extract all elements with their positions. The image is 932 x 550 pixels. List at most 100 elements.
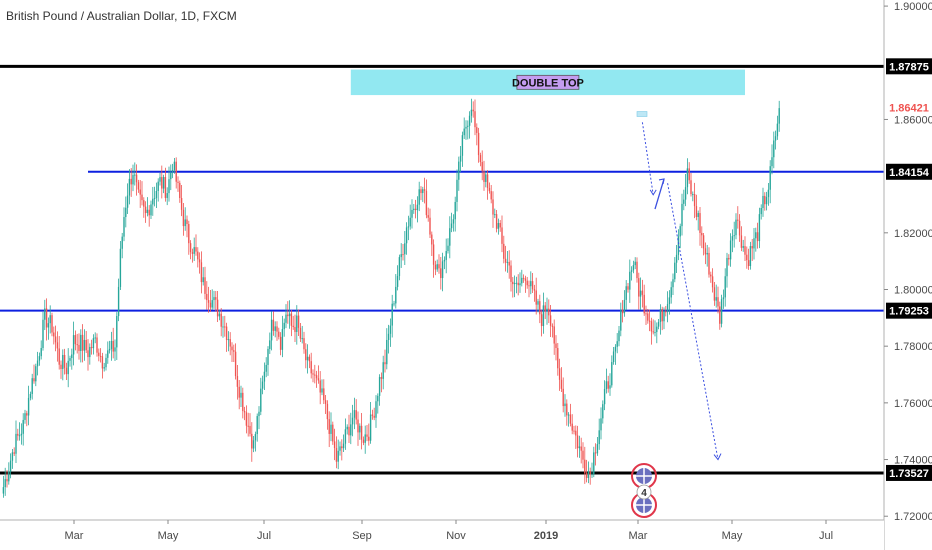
candle-body [663, 311, 665, 322]
arrow-head-1 [649, 189, 657, 196]
candle-body [711, 276, 714, 288]
candle-body [67, 360, 69, 375]
position-box [636, 111, 648, 117]
last-price-label: 1.86421 [889, 103, 929, 115]
candle-body [513, 283, 516, 285]
arrow-head-2 [658, 178, 665, 185]
candle-body [337, 450, 339, 462]
candle-body [409, 217, 411, 227]
candle-body [299, 327, 302, 339]
candle-body [497, 223, 500, 229]
candle-body [301, 338, 303, 340]
candle-body [531, 281, 534, 290]
candle-body [686, 168, 689, 188]
candle-body [589, 471, 591, 475]
candle-body [773, 140, 775, 158]
candle-body [278, 331, 280, 337]
candle-body [418, 189, 420, 205]
candle-body [143, 200, 145, 207]
candle-body [726, 257, 728, 277]
candle-body [528, 285, 530, 287]
x-tick-label: May [722, 530, 743, 542]
candle-body [9, 460, 12, 472]
candle-body [38, 356, 41, 361]
candle-body [242, 392, 244, 412]
candle-body [339, 446, 341, 451]
candle-body [29, 393, 32, 398]
candle-body [665, 311, 667, 313]
candle-body [733, 235, 735, 237]
candle-body [202, 277, 204, 283]
candle-body [137, 182, 140, 190]
candle-body [238, 386, 240, 398]
candle-body [472, 109, 474, 112]
candle-body [49, 315, 51, 324]
y-tick-label: 1.86000 [894, 114, 932, 126]
candle-body [270, 319, 273, 341]
candle-body [441, 261, 444, 279]
candle-body [758, 214, 761, 242]
candle-body [290, 313, 293, 326]
candle-body [353, 410, 356, 418]
candle-body [436, 264, 438, 270]
candle-body [152, 198, 154, 205]
candle-body [96, 337, 98, 353]
candle-body [420, 189, 422, 194]
candle-body [459, 155, 462, 162]
candle-body [182, 209, 185, 227]
candle-body [378, 377, 381, 396]
candle-body [168, 179, 170, 194]
candle-body [18, 435, 21, 437]
candle-body [468, 115, 471, 126]
candle-body [306, 356, 309, 361]
candle-body [98, 352, 100, 356]
candle-body [731, 236, 734, 241]
candle-body [69, 358, 71, 361]
candle-body [377, 395, 379, 402]
candle-body [751, 246, 753, 249]
candle-body [227, 339, 230, 341]
candle-body [350, 424, 352, 436]
x-axis-bg [0, 520, 884, 550]
double-top-label: DOUBLE TOP [512, 77, 584, 89]
candle-body [20, 433, 23, 436]
arrow-head-3 [713, 453, 722, 461]
candle-body [650, 321, 653, 332]
candle-body [308, 356, 311, 362]
candle-body [119, 248, 122, 287]
candle-body [715, 297, 717, 301]
candle-body [371, 414, 374, 416]
x-tick-label: Mar [629, 530, 648, 542]
candle-body [429, 217, 431, 235]
candle-body [177, 181, 179, 183]
candle-body [454, 201, 456, 220]
candle-body [501, 227, 503, 244]
candle-body [533, 289, 536, 291]
candle-body [603, 388, 606, 405]
candle-body [587, 471, 590, 478]
candle-body [515, 282, 518, 284]
candle-body [321, 388, 323, 393]
x-tick-label: Sep [352, 530, 372, 542]
candle-body [121, 236, 123, 249]
candle-body [252, 440, 255, 449]
candle-body [566, 403, 568, 416]
candle-body [461, 135, 464, 156]
candle-body [562, 388, 564, 407]
candle-body [701, 232, 703, 236]
y-tick-label: 1.82000 [894, 228, 932, 240]
candle-body [108, 348, 111, 351]
candle-body [269, 340, 271, 349]
candle-body [207, 300, 210, 303]
candle-body [612, 351, 615, 363]
candle-body [656, 326, 658, 333]
candle-body [236, 376, 239, 387]
candle-body [431, 234, 433, 245]
candle-body [706, 252, 708, 255]
candle-body [479, 155, 482, 163]
candle-body [26, 413, 28, 416]
candle-body [128, 178, 131, 196]
candle-body [641, 290, 644, 295]
candle-body [348, 426, 350, 436]
